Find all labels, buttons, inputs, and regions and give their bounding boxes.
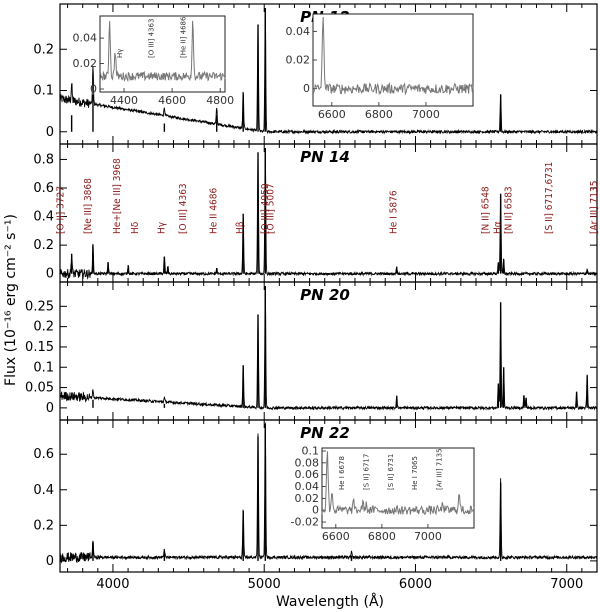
inset-y-tick-label: -0.02 <box>291 516 319 529</box>
panel-title: PN 14 <box>300 148 350 166</box>
inset-x-tick-label: 6800 <box>368 530 396 543</box>
y-tick-label: 0.4 <box>33 210 54 225</box>
inset-y-tick-label: 0.04 <box>73 32 98 45</box>
axes-layer: 00.10.200.20.40.60.800.050.10.150.20.250… <box>25 3 598 592</box>
spectra-layer <box>59 8 598 564</box>
x-tick-label: 4000 <box>96 577 129 592</box>
y-axis-label: Flux (10⁻¹⁶ erg cm⁻² s⁻¹) <box>3 214 19 386</box>
y-tick-label: 0 <box>46 125 54 140</box>
emission-line-label: [N II] 6583 <box>504 186 515 234</box>
inset-spectrum-line <box>99 20 226 83</box>
inset-line-label: He I 7065 <box>411 456 419 490</box>
inset-y-tick-label: 0.04 <box>295 480 320 493</box>
inset-x-tick-label: 4800 <box>206 94 234 107</box>
x-axis-label: Wavelength (Å) <box>276 593 384 610</box>
inset-y-tick-label: 0 <box>90 83 97 96</box>
panel-title: PN 22 <box>300 424 350 442</box>
emission-line-label: Hα <box>493 221 504 234</box>
y-tick-label: 0.8 <box>33 152 54 167</box>
emission-line-label: [Ar III] 7135 <box>589 181 600 234</box>
spectrum-line <box>59 286 598 411</box>
inset-line-label: [S II] 6717 <box>362 454 370 490</box>
emission-line-label: He+[Ne III] 3968 <box>112 158 123 234</box>
y-tick-label: 0.15 <box>25 340 54 355</box>
inset-x-tick-label: 6600 <box>322 530 350 543</box>
x-tick-label: 7000 <box>550 577 583 592</box>
y-tick-label: 0.25 <box>25 299 54 314</box>
inset-y-tick-label: 0.1 <box>302 445 320 458</box>
spectrum-line <box>59 422 598 564</box>
x-tick-label: 5000 <box>248 577 281 592</box>
inset-x-tick-label: 7000 <box>412 108 440 121</box>
emission-line-label: Hγ <box>156 221 167 234</box>
inset-line-label: [O III] 4363 <box>148 19 156 58</box>
inset-x-tick-label: 7000 <box>414 530 442 543</box>
inset-y-tick-label: 0 <box>303 82 310 95</box>
inset-line-label: Hγ <box>116 49 124 58</box>
inset-line-label: He I 6678 <box>338 456 346 490</box>
y-tick-label: 0 <box>46 267 54 282</box>
inset-y-tick-label: 0.02 <box>286 54 311 67</box>
inset-x-tick-label: 4600 <box>158 94 186 107</box>
y-tick-label: 0.4 <box>33 483 54 498</box>
emission-line-label: Hβ <box>235 221 246 234</box>
emission-line-label: [O II] 3727 <box>56 186 67 234</box>
inset-x-tick-label: 6800 <box>365 108 393 121</box>
y-tick-label: 0.2 <box>33 320 54 335</box>
inset-y-tick-label: 0.06 <box>295 468 320 481</box>
y-tick-label: 0.6 <box>33 447 54 462</box>
inset-y-tick-label: 0 <box>312 504 319 517</box>
emission-line-label: [O III] 5007 <box>265 183 276 234</box>
inset-line-label: [Ar III] 7135 <box>436 448 444 490</box>
inset-line-label: [S II] 6731 <box>387 454 395 490</box>
inset-y-tick-label: 0.02 <box>73 57 98 70</box>
emission-line-label: He I 5876 <box>389 190 400 234</box>
y-tick-label: 0.05 <box>25 381 54 396</box>
x-tick-label: 6000 <box>399 577 432 592</box>
y-tick-label: 0.1 <box>33 84 54 99</box>
y-tick-label: 0.2 <box>33 42 54 57</box>
inset-x-tick-label: 4400 <box>110 94 138 107</box>
y-tick-label: 0.6 <box>33 181 54 196</box>
emission-line-label: [Ne III] 3868 <box>83 178 94 234</box>
emission-line-label: [O III] 4363 <box>178 183 189 234</box>
inset-y-tick-label: 0.04 <box>286 25 311 38</box>
y-tick-label: 0 <box>46 401 54 416</box>
emission-line-label: [O III] 4959 <box>260 183 271 234</box>
inset-frame <box>321 447 475 529</box>
spectrum-line <box>59 149 598 280</box>
panel-frame <box>59 419 598 573</box>
spectrum-line <box>59 8 598 135</box>
y-tick-label: 0.2 <box>33 518 54 533</box>
inset-spectrum-line <box>312 16 474 96</box>
emission-line-label: Hδ <box>130 221 141 234</box>
y-tick-label: 0 <box>46 554 54 569</box>
emission-line-label: [N II] 6548 <box>480 186 491 234</box>
emission-line-label: [S II] 6717,6731 <box>544 162 555 234</box>
inset-y-tick-label: 0.02 <box>295 492 320 505</box>
inset-line-label: [He II] 4686 <box>179 16 187 58</box>
emission-line-label: He II 4686 <box>209 188 220 234</box>
y-tick-label: 0.2 <box>33 238 54 253</box>
y-tick-label: 0.1 <box>33 360 54 375</box>
inset-y-tick-label: 0.08 <box>295 456 320 469</box>
inset-x-tick-label: 6600 <box>318 108 346 121</box>
panel-title: PN 20 <box>300 286 350 304</box>
inset-spectrum-line <box>321 451 475 516</box>
